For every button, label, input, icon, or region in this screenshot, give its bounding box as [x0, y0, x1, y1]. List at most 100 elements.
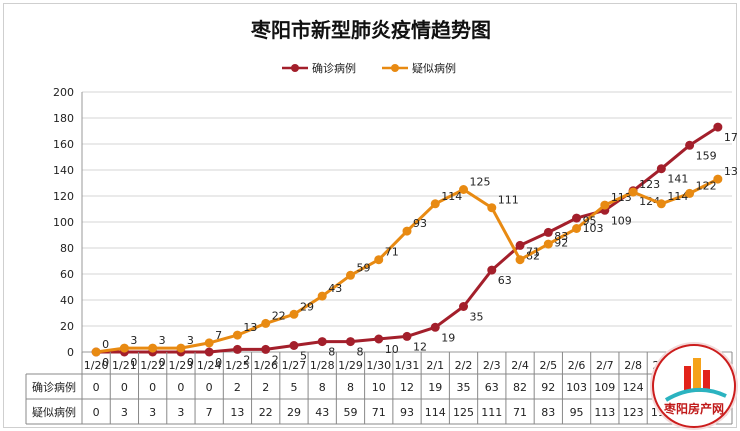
data-label: 123 [639, 178, 660, 191]
x-tick-label: 1/21 [112, 359, 137, 372]
data-label: 5 [300, 350, 307, 363]
y-tick-label: 140 [53, 164, 74, 177]
table-cell: 0 [177, 381, 184, 394]
data-point [430, 322, 440, 332]
table-cell: 0 [93, 406, 100, 419]
table-cell: 71 [372, 406, 386, 419]
data-label: 7 [215, 329, 222, 342]
data-point [289, 309, 299, 319]
data-point [261, 344, 271, 354]
swoosh-icon [664, 387, 727, 402]
data-label: 93 [413, 217, 427, 230]
data-point [148, 343, 158, 353]
data-label: 0 [159, 356, 166, 369]
x-tick-label: 1/30 [366, 359, 391, 372]
data-point [572, 224, 582, 233]
data-point [543, 227, 553, 237]
data-point [572, 213, 582, 223]
data-label: 2 [243, 353, 250, 366]
data-label: 95 [583, 215, 597, 228]
x-tick-label: 1/28 [310, 359, 335, 372]
table-cell: 8 [319, 381, 326, 394]
data-point [515, 240, 525, 250]
data-point [487, 203, 497, 213]
chart-legend: 确诊病例 疑似病例 [282, 61, 456, 75]
data-label: 82 [526, 249, 540, 262]
data-table: 1/20 1/21 1/22 1/23 1/24 1/25 1/26 1/27 1/28 1/29… [25, 352, 733, 425]
x-tick-label: 2/4 [511, 359, 529, 372]
data-label: 0 [187, 356, 194, 369]
x-tick-label: 1/20 [84, 359, 109, 372]
table-cell: 10 [372, 381, 386, 394]
data-point [402, 226, 412, 236]
y-tick-label: 20 [60, 320, 74, 333]
series-layer: 0 0 0 0 0 2 2 5 8 8 10 1219356382921031091241411591… [91, 122, 738, 369]
data-label: 71 [526, 246, 540, 259]
data-point [204, 347, 214, 357]
data-label: 122 [696, 179, 717, 192]
data-label: 43 [328, 282, 342, 295]
x-tick-label: 2/1 [426, 359, 444, 372]
table-cell: 95 [570, 406, 584, 419]
table-cell: 7 [206, 406, 213, 419]
data-point [119, 343, 129, 353]
grid-lines [82, 91, 732, 353]
data-label: 83 [554, 230, 568, 243]
building-bars-icon [684, 358, 710, 392]
data-label: 59 [356, 261, 370, 274]
x-tick-label: 2/5 [539, 359, 557, 372]
trend-chart: 枣阳市新型肺炎疫情趋势图 确诊病例 疑似病例 020406080100120140… [25, 18, 738, 425]
data-point [232, 344, 242, 354]
data-point [430, 199, 440, 209]
table-cell: 59 [343, 406, 357, 419]
table-cell: 2 [234, 381, 241, 394]
data-point [543, 239, 553, 249]
data-point [685, 188, 695, 198]
data-label: 29 [300, 300, 314, 313]
y-tick-label: 120 [53, 190, 74, 203]
data-point [91, 347, 101, 357]
data-point [402, 331, 412, 341]
data-label: 111 [498, 194, 519, 207]
y-tick-label: 60 [60, 268, 74, 281]
data-label: 8 [356, 346, 363, 359]
data-label: 35 [470, 311, 484, 324]
legend-marker-1 [391, 64, 399, 72]
table-cell: 2 [262, 381, 269, 394]
data-point [232, 330, 242, 340]
table-cell: 103 [566, 381, 587, 394]
table-cell: 3 [149, 406, 156, 419]
table-cell: 0 [121, 381, 128, 394]
table-cell: 0 [206, 381, 213, 394]
x-tick-label: 1/29 [338, 359, 363, 372]
table-cell: 0 [93, 381, 100, 394]
data-label: 63 [498, 274, 512, 287]
table-cell: 123 [623, 406, 644, 419]
x-tick-label: 1/27 [282, 359, 307, 372]
data-point [713, 122, 723, 132]
data-label: 10 [385, 343, 399, 356]
table-cell: 35 [457, 381, 471, 394]
data-point [374, 334, 384, 344]
x-tick-label: 2/2 [455, 359, 473, 372]
table-cell: 63 [485, 381, 499, 394]
data-label: 3 [130, 334, 137, 347]
table-cell: 83 [541, 406, 555, 419]
data-label: 159 [696, 149, 717, 162]
y-tick-label: 200 [53, 86, 74, 99]
y-tick-label: 100 [53, 216, 74, 229]
chart-frame: 枣阳市新型肺炎疫情趋势图 确诊病例 疑似病例 0 20 40 60 80 100 120 140… [3, 3, 738, 428]
y-tick-label: 160 [53, 138, 74, 151]
data-label: 173 [724, 131, 738, 144]
data-point [656, 199, 666, 209]
legend-label-1: 疑似病例 [412, 61, 456, 75]
table-cell: 92 [541, 381, 555, 394]
data-point [345, 337, 355, 347]
table-cell: 8 [347, 381, 354, 394]
data-label: 114 [667, 190, 688, 203]
y-tick-label: 0 [67, 346, 74, 359]
data-label: 109 [611, 214, 632, 227]
table-cell: 114 [425, 406, 446, 419]
x-tick-label: 2/7 [596, 359, 614, 372]
series-line-0 [96, 125, 719, 354]
